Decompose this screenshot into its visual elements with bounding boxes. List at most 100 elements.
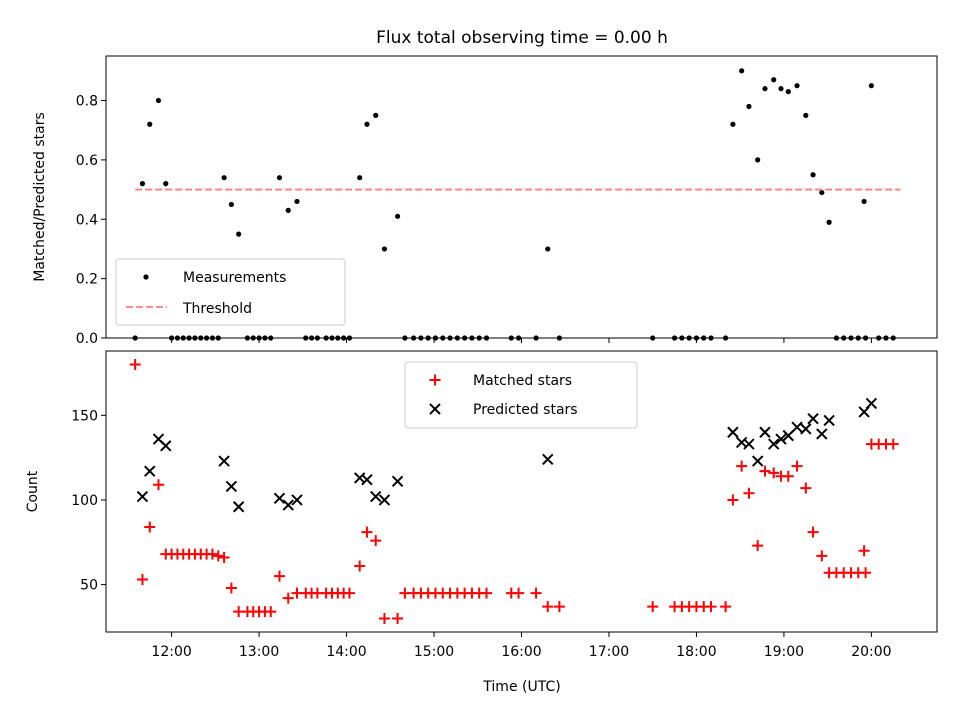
- predicted-point: [361, 473, 373, 486]
- measurement-point: [236, 231, 242, 237]
- measurement-point: [730, 121, 736, 127]
- predicted-point: [542, 453, 554, 466]
- matched-point: [144, 521, 156, 533]
- measurement-point: [147, 121, 153, 127]
- predicted-point: [759, 426, 771, 438]
- x-tick-label: 20:00: [851, 644, 891, 660]
- bottom-panel: 50 100 150 12:00 13:00 14:00 15:00 16:00 17:00 18…: [25, 350, 938, 660]
- predicted-point: [144, 465, 156, 477]
- plot-frame: [105, 55, 938, 339]
- matched-point: [481, 587, 493, 599]
- matched-point: [752, 540, 764, 552]
- measurement-point: [785, 89, 791, 95]
- y-tick-label: 0.6: [76, 153, 98, 169]
- predicted-point: [751, 455, 764, 467]
- predicted-point: [378, 494, 391, 506]
- matched-point: [542, 601, 554, 613]
- legend-measurements-marker: [143, 274, 149, 280]
- matched-point: [225, 582, 237, 594]
- x-tick-label: 15:00: [414, 644, 454, 660]
- top-panel: 0.0 0.2 0.4 0.6 0.8 Matched/Predicted stars Me…: [32, 55, 938, 347]
- matched-point: [265, 606, 277, 618]
- matched-point: [720, 601, 732, 613]
- matched-point: [282, 592, 294, 604]
- measurement-point: [810, 172, 816, 178]
- y-tick-label: 150: [71, 408, 98, 424]
- measurement-point: [276, 175, 283, 181]
- legend-matched-marker: [429, 374, 441, 386]
- matched-point: [727, 494, 739, 506]
- matched-point: [887, 438, 899, 450]
- predicted-point: [160, 440, 172, 452]
- matched-point: [736, 460, 748, 472]
- predicted-point: [865, 397, 878, 410]
- measurement-point: [394, 213, 401, 219]
- matched-point: [553, 601, 565, 613]
- matched-point: [800, 482, 812, 494]
- measurement-point: [861, 198, 867, 205]
- y-axis-label: Matched/Predicted stars: [32, 112, 48, 282]
- y-tick-label: 0.4: [76, 212, 98, 228]
- legend-box: [115, 258, 346, 326]
- x-tick-label: 17:00: [589, 644, 629, 660]
- chart-title: Flux total observing time = 0.00 h: [376, 28, 668, 48]
- x-axis-label: Time (UTC): [482, 679, 560, 695]
- predicted-point: [768, 438, 780, 450]
- predicted-point: [282, 499, 294, 511]
- measurement-point: [739, 68, 745, 74]
- series-matched-stars: [129, 359, 899, 624]
- x-tick-label: 19:00: [764, 644, 804, 660]
- matched-point: [392, 612, 404, 624]
- legend-box: [404, 361, 638, 429]
- predicted-point: [273, 492, 286, 504]
- matched-point: [136, 574, 148, 586]
- measurement-point: [762, 86, 768, 92]
- matched-point: [218, 552, 230, 564]
- matched-point: [807, 526, 819, 538]
- matched-point: [530, 587, 542, 599]
- measurement-point: [868, 83, 874, 89]
- measurement-point: [826, 219, 832, 225]
- matched-point: [816, 550, 828, 562]
- matched-point: [860, 567, 872, 579]
- matched-point: [354, 560, 366, 572]
- predicted-point: [391, 475, 404, 488]
- matched-point: [782, 470, 794, 482]
- matched-point: [152, 479, 164, 491]
- y-tick-label: 0.8: [76, 94, 98, 110]
- predicted-point: [370, 490, 382, 503]
- predicted-point: [782, 429, 795, 442]
- x-tick-label: 18:00: [676, 644, 716, 660]
- measurement-point: [755, 157, 761, 163]
- y-tick-label: 0.0: [76, 331, 98, 347]
- measurement-point: [294, 198, 300, 205]
- matched-point: [378, 612, 390, 624]
- matched-point: [858, 545, 870, 557]
- measurement-point: [357, 175, 363, 181]
- matched-point: [705, 601, 717, 613]
- legend-predicted-label: Predicted stars: [473, 402, 578, 418]
- x-tick-label: 12:00: [151, 644, 191, 660]
- predicted-point: [291, 494, 303, 506]
- measurement-point: [746, 103, 752, 110]
- measurement-point: [794, 83, 800, 89]
- matched-point: [370, 535, 382, 547]
- y-axis-label: Count: [25, 470, 41, 512]
- measurement-point: [139, 181, 146, 187]
- measurement-point: [381, 246, 388, 252]
- plot-frame: [105, 350, 938, 633]
- y-tick-label: 100: [71, 493, 98, 509]
- legend-matched-label: Matched stars: [473, 373, 572, 389]
- measurement-point: [545, 246, 551, 252]
- predicted-point: [807, 413, 819, 425]
- matched-point: [212, 550, 224, 562]
- matched-point: [273, 570, 285, 582]
- measurement-point: [155, 97, 162, 104]
- y-tick-label: 0.2: [76, 272, 98, 288]
- measurement-point: [771, 77, 777, 83]
- x-tick-label: 13:00: [239, 644, 279, 660]
- predicted-point: [823, 414, 835, 427]
- predicted-point: [232, 501, 245, 513]
- predicted-point: [816, 428, 828, 440]
